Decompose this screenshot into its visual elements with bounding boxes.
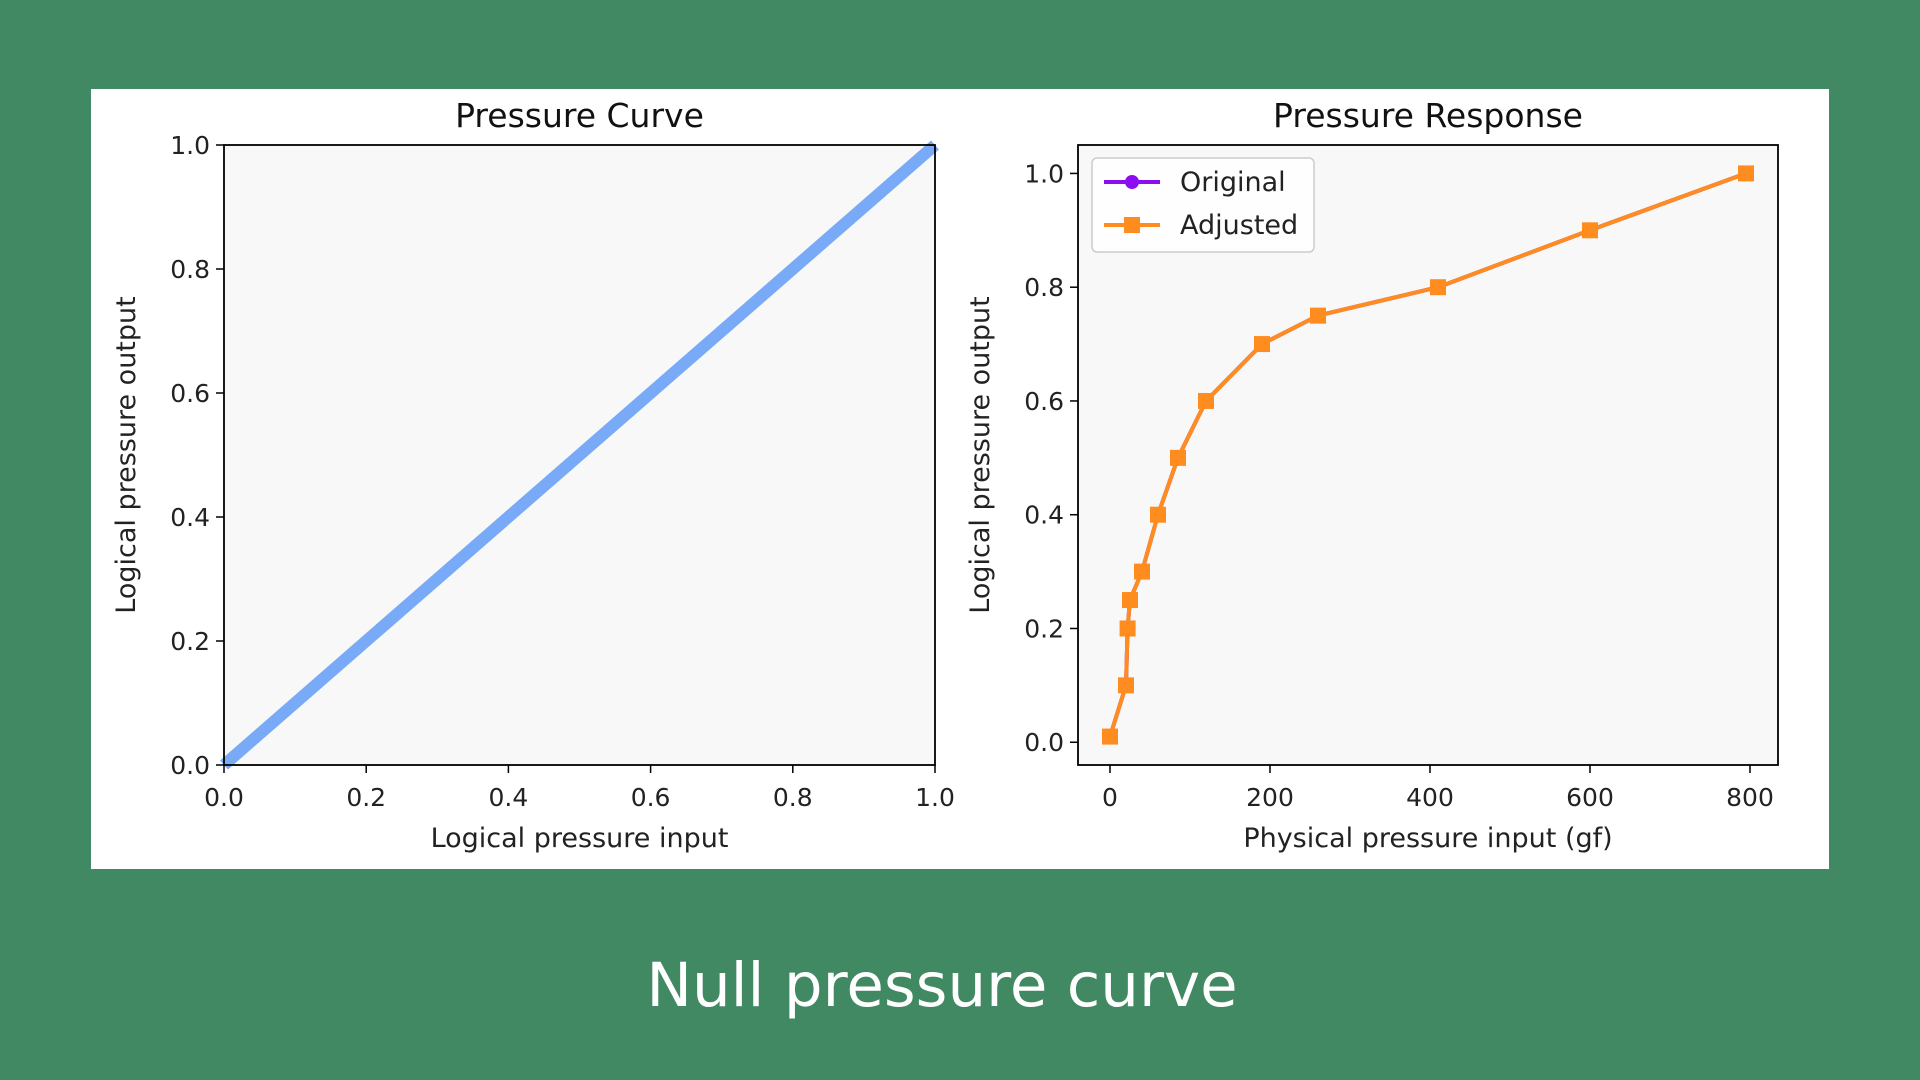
right-chart-adjusted-point bbox=[1118, 677, 1134, 694]
right-chart-legend-adjusted-marker bbox=[1124, 217, 1140, 233]
right-chart-x-tick-label: 200 bbox=[1246, 783, 1294, 812]
left-chart-curve-line bbox=[220, 140, 939, 770]
right-chart-adjusted-point bbox=[1170, 449, 1186, 466]
left-chart-x-tick-label: 0.8 bbox=[773, 783, 813, 812]
left-chart: Pressure Curve 0.0 0.2 0.4 0.6 0.8 1.0 0.0 0.2 0.… bbox=[111, 96, 955, 854]
left-chart-y-tick-label: 0.6 bbox=[170, 379, 210, 408]
left-chart-x-tick-label: 0.0 bbox=[204, 783, 244, 812]
right-chart-adjusted-point bbox=[1254, 336, 1270, 353]
right-chart-x-tick-label: 0 bbox=[1102, 783, 1118, 812]
right-chart-adjusted-point bbox=[1102, 728, 1118, 745]
left-chart-x-tick-label: 0.2 bbox=[346, 783, 386, 812]
left-chart-y-axis-label: Logical pressure output bbox=[111, 296, 142, 613]
left-chart-y-tick-label: 0.0 bbox=[170, 751, 210, 780]
right-chart-adjusted-point bbox=[1198, 392, 1214, 409]
right-chart-y-tick-label: 0.0 bbox=[1024, 728, 1064, 757]
right-chart-adjusted-point bbox=[1134, 563, 1150, 580]
right-chart-title: Pressure Response bbox=[1273, 96, 1583, 135]
figure-svg: Pressure Curve 0.0 0.2 0.4 0.6 0.8 1.0 0.0 0.2 0.… bbox=[111, 96, 1779, 854]
right-chart-frame bbox=[1077, 144, 1779, 766]
left-chart-y-tick-label: 0.2 bbox=[170, 627, 210, 656]
right-chart-adjusted-point bbox=[1430, 279, 1446, 296]
right-chart-legend: Original Adjusted bbox=[1091, 157, 1315, 253]
right-chart-y-tick-label: 1.0 bbox=[1024, 159, 1064, 188]
right-chart-legend-original-label: Original bbox=[1180, 167, 1286, 198]
left-chart-x-tick-label: 0.6 bbox=[631, 783, 671, 812]
right-chart-y-tick-label: 0.4 bbox=[1024, 501, 1064, 530]
left-chart-x-axis-label: Logical pressure input bbox=[431, 823, 729, 854]
left-chart-frame bbox=[223, 144, 936, 766]
left-chart-y-tick-label: 0.8 bbox=[170, 255, 210, 284]
left-chart-title: Pressure Curve bbox=[455, 96, 704, 135]
left-chart-y-tick-label: 0.4 bbox=[170, 503, 210, 532]
right-chart-adjusted-point bbox=[1738, 165, 1754, 182]
figure-panel: Pressure Curve 0.0 0.2 0.4 0.6 0.8 1.0 0.0 0.2 0.… bbox=[91, 89, 1829, 869]
right-chart-x-tick-label: 600 bbox=[1566, 783, 1614, 812]
right-chart-adjusted-point bbox=[1122, 592, 1138, 609]
right-chart-y-tick-label: 0.8 bbox=[1024, 273, 1064, 302]
right-chart-x-tick-label: 400 bbox=[1406, 783, 1454, 812]
slide-caption: Null pressure curve bbox=[646, 950, 1238, 1021]
right-chart-y-axis-label: Logical pressure output bbox=[965, 296, 996, 613]
left-chart-y-tick-label: 1.0 bbox=[170, 131, 210, 160]
right-chart: Pressure Response 0 200 400 600 800 0.0 0.2 0.4 0… bbox=[965, 96, 1779, 854]
right-chart-adjusted-point bbox=[1119, 620, 1136, 637]
right-chart-x-axis-label: Physical pressure input (gf) bbox=[1243, 823, 1612, 854]
right-chart-adjusted-point bbox=[1150, 506, 1166, 523]
right-chart-y-tick-label: 0.6 bbox=[1024, 387, 1064, 416]
right-chart-adjusted-point bbox=[1582, 222, 1598, 239]
right-chart-adjusted-point bbox=[1310, 307, 1326, 324]
left-chart-x-tick-label: 0.4 bbox=[489, 783, 529, 812]
right-chart-y-tick-label: 0.2 bbox=[1024, 614, 1064, 643]
right-chart-legend-original-marker bbox=[1125, 175, 1139, 189]
right-chart-legend-adjusted-label: Adjusted bbox=[1180, 210, 1298, 241]
right-chart-x-tick-label: 800 bbox=[1726, 783, 1774, 812]
left-chart-x-tick-label: 1.0 bbox=[915, 783, 955, 812]
